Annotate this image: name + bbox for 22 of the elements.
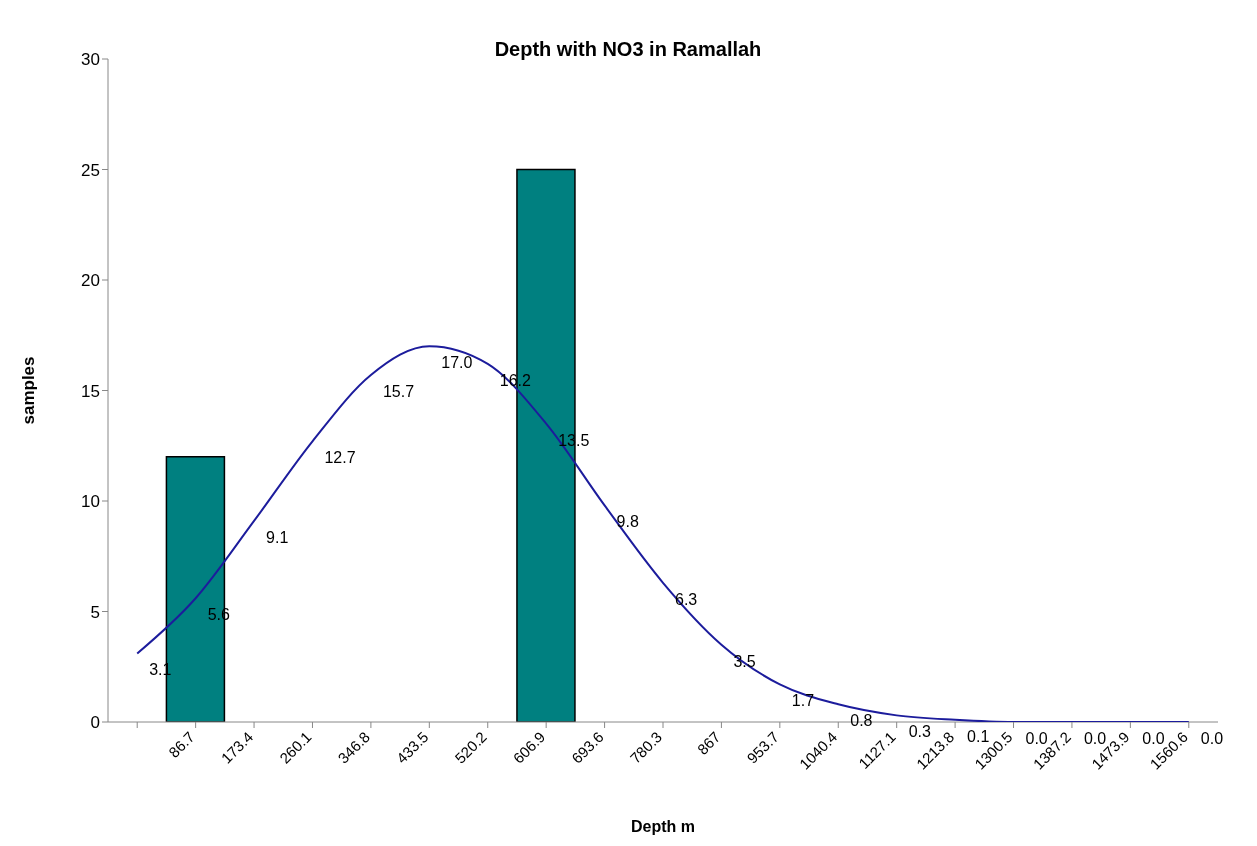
data-label: 16.2 <box>499 371 531 389</box>
data-label: 12.7 <box>324 449 356 467</box>
y-tick-label: 5 <box>90 602 100 622</box>
data-label: 1.7 <box>791 692 815 710</box>
y-tick-label: 20 <box>81 271 100 291</box>
x-tick-label: 867 <box>693 728 724 758</box>
data-label: 9.8 <box>616 513 639 531</box>
y-tick-label: 10 <box>81 492 100 512</box>
x-axis-title: Depth m <box>631 818 695 835</box>
data-label: 9.1 <box>266 528 289 546</box>
y-tick-label: 15 <box>81 381 100 401</box>
data-label: 17.0 <box>441 354 473 372</box>
data-label: 6.3 <box>675 590 698 608</box>
y-tick-label: 25 <box>81 160 100 180</box>
data-label: 15.7 <box>382 383 415 401</box>
chart-title: Depth with NO3 in Ramallah <box>494 38 762 60</box>
data-label: 0.8 <box>850 712 873 730</box>
y-tick-label: 0 <box>90 713 100 733</box>
data-label: 0.0 <box>1200 730 1224 747</box>
y-tick-label: 30 <box>81 50 100 70</box>
data-label: 13.5 <box>558 431 590 449</box>
y-axis-title: samples <box>19 356 39 425</box>
